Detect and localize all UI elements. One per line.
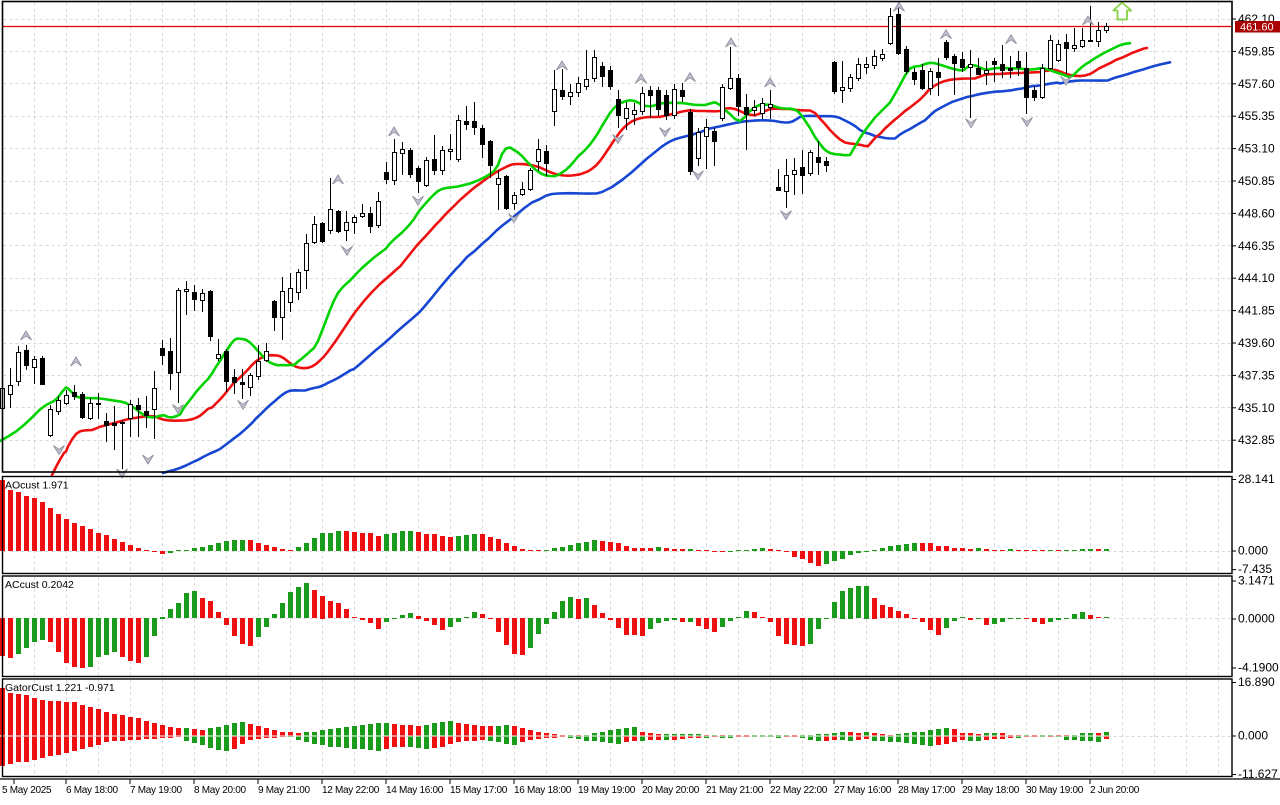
svg-text:-4.1900: -4.1900 [1238,661,1279,675]
svg-text:7 May 19:00: 7 May 19:00 [130,785,182,796]
svg-text:21 May 21:00: 21 May 21:00 [706,785,764,796]
svg-text:-7.435: -7.435 [1238,562,1272,576]
svg-text:16 May 18:00: 16 May 18:00 [514,785,572,796]
svg-text:AOcust 1.971: AOcust 1.971 [5,480,69,492]
svg-text:459.85: 459.85 [1238,44,1275,58]
svg-text:446.35: 446.35 [1238,239,1275,253]
svg-text:432.85: 432.85 [1238,433,1275,447]
svg-text:453.10: 453.10 [1238,142,1275,156]
svg-text:ACcust 0.2042: ACcust 0.2042 [5,579,74,591]
svg-text:14 May 16:00: 14 May 16:00 [386,785,444,796]
svg-text:439.60: 439.60 [1238,336,1275,350]
svg-text:30 May 19:00: 30 May 19:00 [1026,785,1084,796]
svg-text:-11.627: -11.627 [1238,767,1278,781]
svg-text:29 May 18:00: 29 May 18:00 [962,785,1020,796]
svg-text:15 May 17:00: 15 May 17:00 [450,785,508,796]
svg-text:5 May 2025: 5 May 2025 [2,785,52,796]
svg-text:0.000: 0.000 [1238,544,1268,558]
svg-text:6 May 18:00: 6 May 18:00 [66,785,118,796]
svg-text:0.0000: 0.0000 [1238,612,1275,626]
svg-text:9 May 21:00: 9 May 21:00 [258,785,310,796]
svg-text:0.000: 0.000 [1238,729,1268,743]
svg-text:27 May 16:00: 27 May 16:00 [834,785,892,796]
svg-text:435.10: 435.10 [1238,401,1275,415]
svg-text:19 May 19:00: 19 May 19:00 [578,785,636,796]
svg-text:450.85: 450.85 [1238,174,1275,188]
svg-text:455.35: 455.35 [1238,109,1275,123]
svg-text:28 May 17:00: 28 May 17:00 [898,785,956,796]
svg-text:22 May 22:00: 22 May 22:00 [770,785,828,796]
svg-text:444.10: 444.10 [1238,271,1275,285]
svg-text:461.60: 461.60 [1240,22,1274,34]
svg-text:3.1471: 3.1471 [1238,574,1275,588]
svg-text:28.141: 28.141 [1238,472,1275,486]
svg-text:457.60: 457.60 [1238,77,1275,91]
svg-text:441.85: 441.85 [1238,304,1275,318]
svg-text:20 May 20:00: 20 May 20:00 [642,785,700,796]
svg-text:2 Jun 20:00: 2 Jun 20:00 [1090,785,1140,796]
svg-text:12 May 22:00: 12 May 22:00 [322,785,380,796]
svg-text:16.890: 16.890 [1238,675,1275,689]
svg-text:GatorCust 1.221 -0.971: GatorCust 1.221 -0.971 [5,682,115,694]
svg-text:437.35: 437.35 [1238,368,1275,382]
svg-text:448.60: 448.60 [1238,206,1275,220]
svg-text:8 May 20:00: 8 May 20:00 [194,785,246,796]
